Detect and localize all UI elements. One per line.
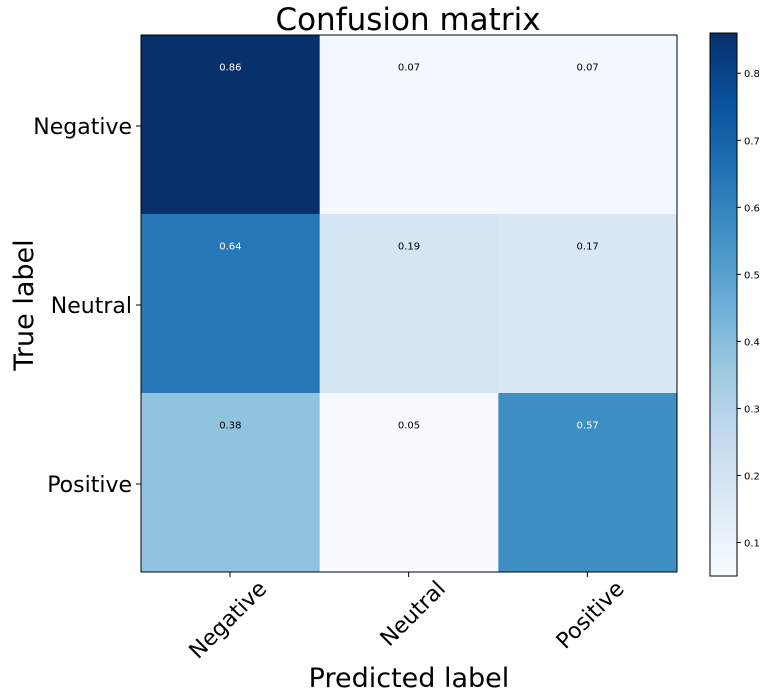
y-axis-label: True label [9, 239, 40, 371]
colorbar-tick-label: 0.6 [744, 203, 760, 214]
cell-value-label: 0.57 [577, 421, 599, 432]
heatmap-cell [319, 35, 499, 215]
colorbar-tick-label: 0.4 [744, 337, 760, 348]
cell-value-label: 0.64 [219, 242, 241, 253]
colorbar-tick-label: 0.8 [744, 69, 760, 80]
cell-value-label: 0.05 [398, 421, 420, 432]
cell-value-label: 0.17 [577, 242, 599, 253]
heatmap-cell [141, 393, 321, 573]
heatmap-cells [141, 35, 678, 573]
colorbar-tick-label: 0.3 [744, 404, 760, 415]
cell-value-label: 0.19 [398, 242, 420, 253]
heatmap-cell [141, 214, 321, 394]
heatmap-cell [498, 35, 678, 215]
colorbar-tick-label: 0.1 [744, 538, 760, 549]
colorbar-gradient [710, 33, 737, 576]
colorbar: 0.1 0.2 0.3 0.4 0.5 0.6 0.7 0.8 [709, 32, 760, 577]
cell-value-label: 0.07 [577, 63, 599, 74]
chart-title: Confusion matrix [275, 2, 540, 38]
y-tick-label: Neutral [51, 294, 132, 319]
colorbar-frame [709, 32, 738, 577]
colorbar-tick-label: 0.7 [744, 136, 760, 147]
y-tick-label: Positive [47, 473, 132, 498]
cell-value-label: 0.07 [398, 63, 420, 74]
heatmap-cell [498, 393, 678, 573]
heatmap-cell [319, 214, 499, 394]
heatmap-cell [319, 393, 499, 573]
colorbar-tick-label: 0.5 [744, 270, 760, 281]
colorbar-ticks: 0.1 0.2 0.3 0.4 0.5 0.6 0.7 0.8 [737, 69, 760, 549]
heatmap-cell [498, 214, 678, 394]
cell-value-label: 0.86 [219, 63, 241, 74]
y-tick-label: Negative [33, 115, 132, 140]
heatmap-cell [141, 35, 321, 215]
cell-value-label: 0.38 [219, 421, 241, 432]
y-axis-ticks: Negative Neutral Positive [33, 115, 141, 498]
x-axis-label: Predicted label [309, 663, 510, 694]
colorbar-tick-label: 0.2 [744, 471, 760, 482]
heatmap-cell-labels: 0.86 0.07 0.07 0.64 0.19 0.17 0.38 0.05 0.57 [219, 63, 599, 432]
